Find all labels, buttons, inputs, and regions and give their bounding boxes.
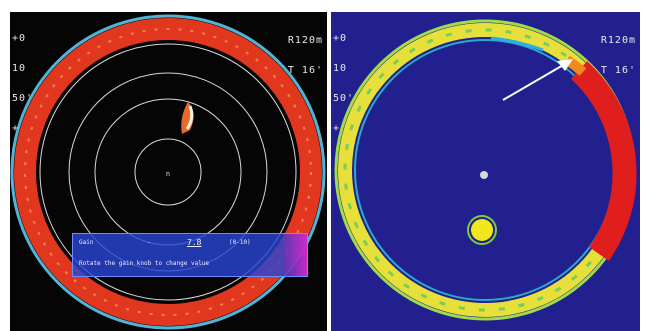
- readout-line: +0: [12, 33, 27, 44]
- readout-line: +0: [333, 33, 348, 44]
- gain-dialog[interactable]: Gain - 7.8 (0-10) Rotate the gain knob t…: [72, 233, 308, 277]
- gain-hint: Rotate the gain knob to change value: [79, 260, 210, 267]
- gain-range: (0-10): [229, 239, 251, 246]
- readout-line: +: [333, 123, 341, 134]
- outer-cyan-ring: [10, 14, 326, 330]
- right-readout-top-right: R120m T 16': [601, 16, 636, 96]
- tilt-readout: T 16': [600, 65, 636, 76]
- right-readout-top-left: +0 10 50' +: [333, 14, 361, 154]
- arrow-shaft: [502, 63, 566, 101]
- range-ring-4: [39, 43, 297, 301]
- right-sonar-canvas: [334, 19, 637, 321]
- range-ring-1: [134, 138, 202, 206]
- own-ship-marker: [480, 171, 488, 179]
- readout-line: +: [12, 123, 20, 134]
- readout-line: 50': [333, 93, 355, 104]
- right-sonar-display: +0 10 50' + R120m T 16': [331, 12, 640, 331]
- center-marker: n: [166, 170, 170, 178]
- gain-value[interactable]: 7.8: [187, 238, 202, 247]
- range-readout: R120m: [287, 35, 323, 46]
- gain-label: Gain: [79, 239, 94, 246]
- gain-scale-mark: -: [147, 239, 151, 246]
- gain-level-strip: [283, 234, 307, 276]
- fish-school-echo: [570, 61, 637, 261]
- readout-line: 10: [12, 63, 27, 74]
- gain-row: Gain - 7.8 (0-10): [79, 238, 299, 249]
- arrow-head-icon: [557, 59, 573, 71]
- readout-line: 10: [333, 63, 348, 74]
- bottom-echo-texture: [24, 28, 312, 316]
- left-readout-top-right: R120m T 16': [288, 16, 323, 96]
- fish-school-core: [185, 105, 194, 130]
- left-sonar-canvas: n: [10, 14, 326, 330]
- tilt-readout: T 16': [287, 65, 323, 76]
- center-echo-halo: [467, 215, 497, 245]
- readout-line: 50': [12, 93, 34, 104]
- left-sonar-display: n +0 10 50' + R120m T 16' Gain - 7.8 (0-…: [10, 12, 327, 331]
- center-echo-blob: [471, 219, 493, 241]
- range-readout: R120m: [600, 35, 636, 46]
- thin-echo-trace: [490, 36, 544, 52]
- left-readout-top-left: +0 10 50' +: [12, 14, 40, 154]
